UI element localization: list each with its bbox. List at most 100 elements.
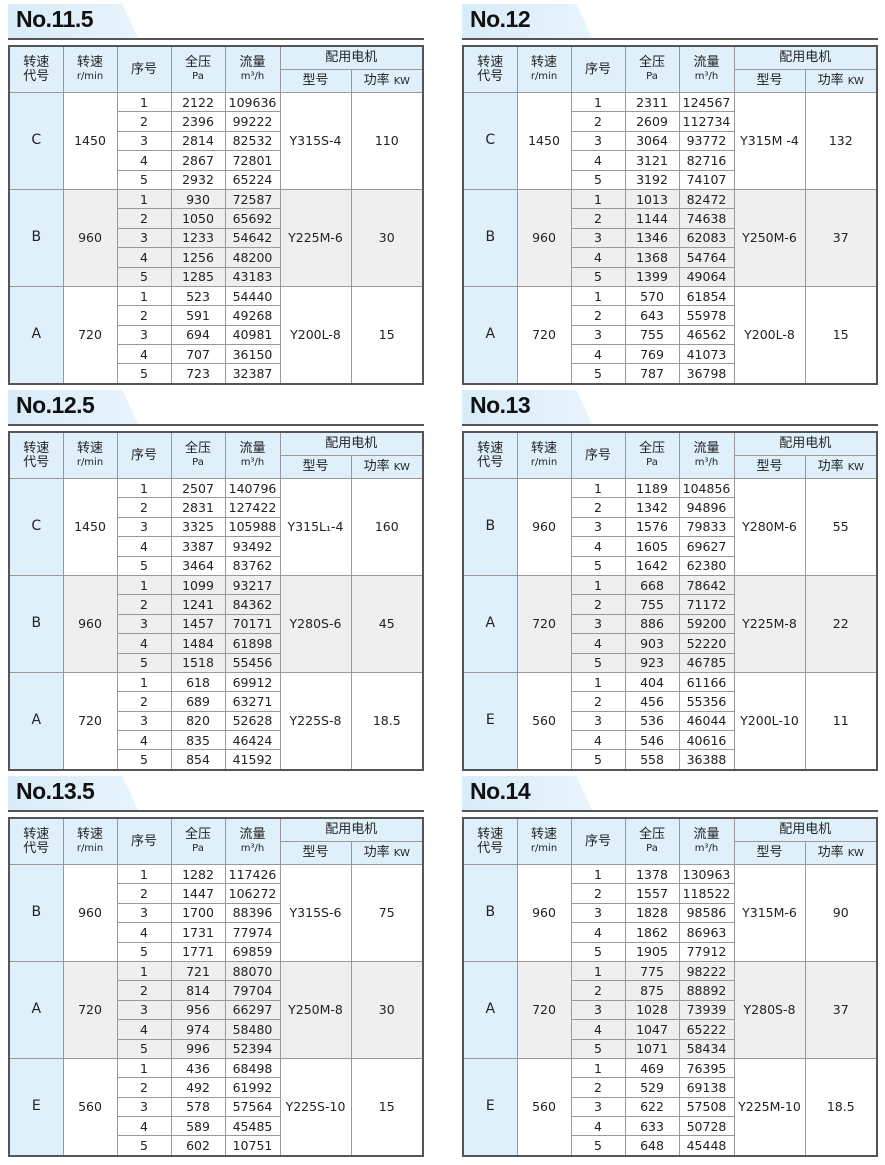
motor-model-cell: Y315M-6 bbox=[733, 864, 806, 962]
flow-cell: 52220 bbox=[678, 633, 735, 654]
header-seq-label: 序号 bbox=[584, 447, 611, 463]
header-pressure: 全压 Pa bbox=[170, 431, 226, 479]
motor-power-cell: 90 bbox=[804, 864, 878, 962]
seq-cell: 4 bbox=[116, 730, 172, 751]
spec-table: 转速 代号 转速 r/min 序号 全压 Pa 流量 m³/h 配用电机 型号 功率 KW… bbox=[462, 45, 878, 385]
header-motor-label: 配用电机 bbox=[325, 822, 378, 837]
seq-cell: 4 bbox=[570, 1019, 626, 1040]
flow-cell: 88396 bbox=[224, 902, 281, 924]
header-pressure-label: 全压 bbox=[638, 54, 665, 70]
flow-cell: 86963 bbox=[678, 922, 735, 943]
motor-power-cell: 15 bbox=[350, 285, 424, 385]
flow-cell: 93492 bbox=[224, 536, 281, 557]
header-pressure-unit: Pa bbox=[646, 456, 658, 468]
flow-cell: 109636 bbox=[224, 91, 281, 113]
spec-table: 转速 代号 转速 r/min 序号 全压 Pa 流量 m³/h 配用电机 型号 功率 KW… bbox=[8, 817, 424, 1157]
table-row: 3 3064 93772 bbox=[463, 130, 877, 152]
pressure-cell: 1189 bbox=[624, 477, 680, 499]
seq-cell: 1 bbox=[570, 574, 626, 596]
title-tab bbox=[462, 776, 592, 810]
seq-cell: 3 bbox=[116, 1096, 172, 1118]
header-pressure: 全压 Pa bbox=[624, 45, 680, 93]
table-row: A 720 1 570 61854 Y200L-8 15 bbox=[462, 285, 878, 385]
seq-cell: 2 bbox=[116, 305, 172, 326]
pressure-cell: 2507 bbox=[170, 477, 226, 499]
flow-cell: 117426 bbox=[224, 863, 281, 885]
seq-cell: 5 bbox=[116, 1135, 172, 1157]
flow-cell: 112734 bbox=[678, 111, 735, 132]
flow-cell: 82532 bbox=[224, 130, 281, 152]
seq-cell: 4 bbox=[570, 1116, 626, 1137]
header-motor-label: 配用电机 bbox=[325, 50, 378, 65]
pressure-cell: 529 bbox=[624, 1077, 680, 1098]
flow-cell: 10751 bbox=[224, 1135, 281, 1157]
panel-header: No.11.5 bbox=[8, 0, 424, 40]
header-flow-label: 流量 bbox=[239, 826, 266, 842]
seq-cell: 5 bbox=[570, 169, 626, 190]
seq-cell: 4 bbox=[116, 922, 172, 943]
pressure-cell: 854 bbox=[170, 749, 226, 771]
flow-cell: 46785 bbox=[678, 652, 735, 673]
pressure-cell: 2932 bbox=[170, 169, 226, 190]
flow-cell: 73939 bbox=[678, 999, 735, 1021]
table-row: 4 1256 48200 bbox=[9, 247, 423, 268]
seq-cell: 2 bbox=[570, 1077, 626, 1098]
header-seq-label: 序号 bbox=[130, 833, 157, 849]
pressure-cell: 2831 bbox=[170, 497, 226, 518]
flow-cell: 124567 bbox=[678, 91, 735, 113]
seq-cell: 3 bbox=[570, 999, 626, 1021]
table-row: 2 1342 94896 bbox=[463, 497, 877, 518]
speed-cell: 720 bbox=[62, 960, 118, 1059]
table-row: 5 3192 74107 bbox=[463, 169, 877, 190]
header-flow: 流量 m³/h bbox=[224, 817, 281, 865]
pressure-cell: 589 bbox=[170, 1116, 226, 1137]
header-model: 型号 bbox=[279, 841, 352, 865]
flow-cell: 59200 bbox=[678, 613, 735, 635]
pressure-cell: 404 bbox=[624, 671, 680, 693]
table-row: 4 707 36150 bbox=[9, 344, 423, 365]
header-flow-unit: m³/h bbox=[240, 842, 265, 854]
flow-cell: 49268 bbox=[224, 305, 281, 326]
seq-cell: 1 bbox=[116, 574, 172, 596]
header-flow-unit: m³/h bbox=[240, 70, 265, 82]
pressure-cell: 1484 bbox=[170, 633, 226, 654]
seq-cell: 5 bbox=[116, 266, 172, 287]
header-flow-label: 流量 bbox=[693, 826, 720, 842]
motor-power-cell: 75 bbox=[350, 864, 424, 962]
seq-cell: 1 bbox=[116, 863, 172, 885]
header-speed: 转速 r/min bbox=[516, 431, 572, 479]
pressure-cell: 618 bbox=[170, 671, 226, 693]
header-power: 功率 KW bbox=[350, 841, 424, 865]
table-row: 5 996 52394 bbox=[9, 1038, 423, 1059]
flow-cell: 46424 bbox=[224, 730, 281, 751]
table-row: 3 1028 73939 bbox=[463, 999, 877, 1021]
flow-cell: 61898 bbox=[224, 633, 281, 654]
pressure-cell: 1457 bbox=[170, 613, 226, 635]
header-power-label: 功率 bbox=[363, 844, 390, 860]
pressure-cell: 1605 bbox=[624, 536, 680, 557]
flow-cell: 74107 bbox=[678, 169, 735, 190]
header-flow: 流量 m³/h bbox=[678, 817, 735, 865]
flow-cell: 62083 bbox=[678, 227, 735, 249]
pressure-cell: 1028 bbox=[624, 999, 680, 1021]
pressure-cell: 1905 bbox=[624, 941, 680, 962]
motor-model-cell: Y250M-8 bbox=[279, 960, 352, 1059]
pressure-cell: 3464 bbox=[170, 555, 226, 576]
header-model-label: 型号 bbox=[302, 459, 329, 474]
pressure-cell: 436 bbox=[170, 1057, 226, 1079]
header-pressure-label: 全压 bbox=[184, 54, 211, 70]
flow-cell: 41073 bbox=[678, 344, 735, 365]
speed-code-cell: B bbox=[462, 188, 518, 287]
seq-cell: 4 bbox=[116, 1019, 172, 1040]
seq-cell: 1 bbox=[116, 671, 172, 693]
table-row: E 560 1 404 61166 Y200L-10 11 bbox=[462, 671, 878, 771]
seq-cell: 2 bbox=[116, 208, 172, 229]
pressure-cell: 558 bbox=[624, 749, 680, 771]
table-row: 2 1050 65692 bbox=[9, 208, 423, 229]
header-motor-label: 配用电机 bbox=[325, 436, 378, 451]
header-pressure: 全压 Pa bbox=[170, 817, 226, 865]
pressure-cell: 2609 bbox=[624, 111, 680, 132]
header-flow: 流量 m³/h bbox=[224, 45, 281, 93]
header-flow-label: 流量 bbox=[239, 440, 266, 456]
header-seq: 序号 bbox=[570, 431, 626, 479]
